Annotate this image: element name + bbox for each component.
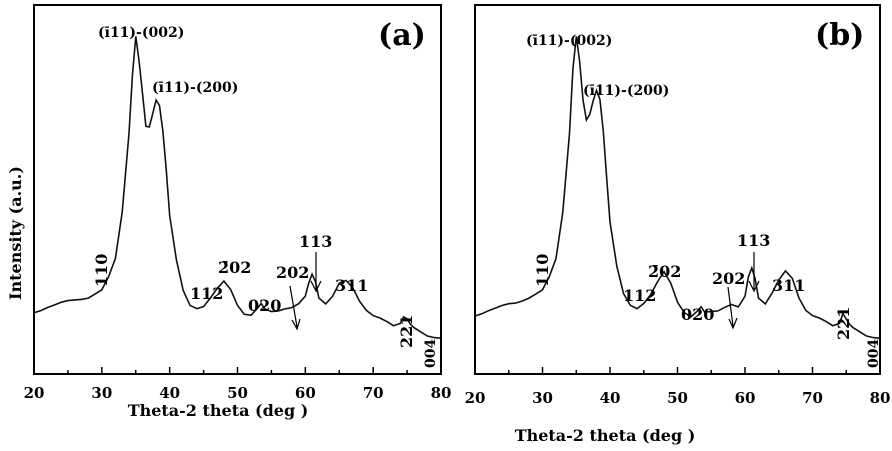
peak-label-113-b: 113 — [737, 231, 770, 250]
peak-label-202bar-b: 2̄02 — [648, 262, 681, 281]
peak-label-110-b: 110 — [533, 254, 552, 287]
x-tick-label: 20 — [465, 389, 486, 407]
peak-label-111-200: (ī11)-(200) — [152, 80, 238, 96]
x-tick-label: 70 — [802, 389, 823, 407]
x-tick-label: 60 — [295, 384, 316, 402]
panel-b: 20 30 40 50 60 70 80 (b) Theta-2 theta (deg ) … — [465, 4, 891, 445]
peak-label-020: 020 — [248, 296, 281, 315]
peak-label-004-b: 004 — [866, 339, 882, 368]
panel-b-x-ticks: 20 30 40 50 60 70 80 — [465, 367, 891, 407]
arrow-202-b — [727, 286, 738, 330]
peak-label-111-002-b: (ī11)-(002) — [526, 33, 612, 49]
panel-b-x-axis-title: Theta-2 theta (deg ) — [515, 426, 696, 445]
peak-label-311: 311 — [335, 276, 368, 295]
peak-label-202bar: 2̄02 — [218, 258, 251, 277]
x-tick-label: 70 — [363, 384, 384, 402]
arrow-202-a — [289, 285, 301, 331]
arrow-113-a — [310, 252, 322, 293]
x-tick-label: 50 — [227, 384, 248, 402]
peak-label-111-200-b: (ī11)-(200) — [583, 83, 669, 99]
peak-label-004: 004 — [423, 339, 439, 368]
peak-label-311-b: 311 — [772, 276, 805, 295]
panel-a-label: (a) — [378, 18, 426, 53]
arrow-113-b — [748, 252, 760, 293]
x-tick-label: 40 — [600, 389, 621, 407]
x-tick-label: 30 — [91, 384, 112, 402]
x-tick-label: 80 — [870, 389, 891, 407]
panel-a: 20 30 40 50 60 70 80 (a) Theta-2 theta (deg ) … — [24, 4, 452, 420]
x-tick-label: 50 — [667, 389, 688, 407]
peak-label-112: 112 — [190, 284, 223, 303]
x-tick-label: 30 — [532, 389, 553, 407]
y-axis-title: Intensity (a.u.) — [6, 166, 25, 300]
x-tick-label: 40 — [159, 384, 180, 402]
x-tick-label: 60 — [735, 389, 756, 407]
x-tick-label: 80 — [431, 384, 452, 402]
panel-b-series-line — [474, 36, 881, 339]
peak-label-020-b: 020 — [681, 305, 714, 324]
panel-a-x-ticks: 20 30 40 50 60 70 80 — [24, 367, 452, 402]
peak-label-111-002: (ī11)-(002) — [98, 25, 184, 41]
panel-a-series-line — [33, 36, 442, 339]
panel-b-label: (b) — [815, 18, 864, 53]
x-tick-label: 20 — [24, 384, 45, 402]
peak-label-113: 113 — [299, 232, 332, 251]
peak-label-112-b: 112 — [623, 286, 656, 305]
peak-label-221-b: 221 — [834, 307, 853, 340]
peak-label-221: 221 — [397, 315, 416, 348]
peak-label-110: 110 — [92, 254, 111, 287]
panel-a-x-axis-title: Theta-2 theta (deg ) — [128, 401, 309, 420]
peak-label-202: 202 — [276, 263, 309, 282]
peak-label-202-b: 202 — [712, 269, 745, 288]
